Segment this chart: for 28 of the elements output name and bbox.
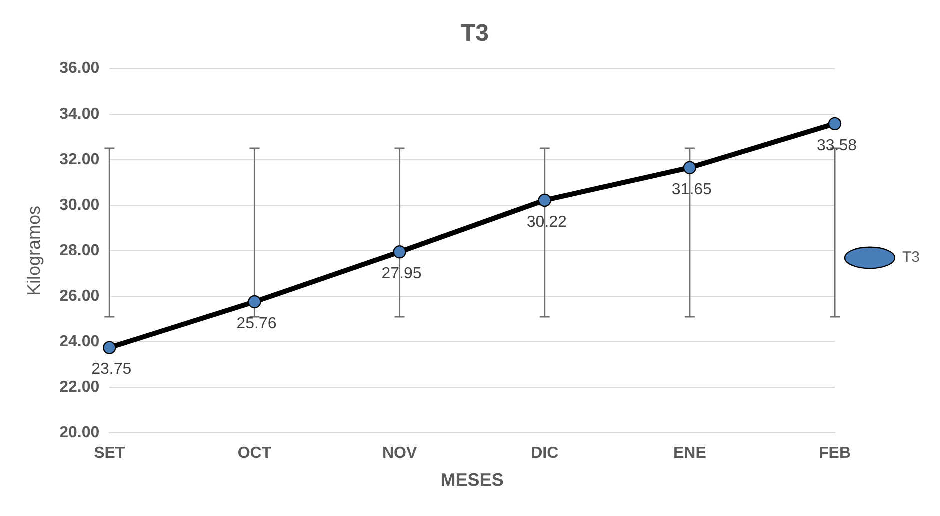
y-tick-label: 26.00	[60, 288, 100, 305]
y-tick-label: 28.00	[60, 242, 100, 260]
x-tick-label: NOV	[382, 445, 418, 462]
x-tick-label: DIC	[531, 445, 560, 462]
data-label: 25.76	[236, 315, 277, 332]
x-tick-label: SET	[94, 445, 126, 462]
y-tick-label: 24.00	[60, 334, 100, 351]
point	[248, 295, 262, 309]
y-axis-title: Kilogramos	[24, 206, 44, 296]
point	[393, 246, 406, 259]
y-tick-label: 32.00	[60, 151, 100, 168]
y-tick-label: 22.00	[60, 379, 100, 396]
point	[103, 341, 116, 354]
x-tick-label: FEB	[818, 445, 851, 462]
data-label: 23.75	[92, 361, 132, 378]
x-tick-label: OCT	[238, 445, 272, 462]
legend-label: T3	[902, 249, 920, 266]
x-tick-label: ENE	[673, 445, 707, 462]
y-tick-label: 20.00	[60, 424, 100, 442]
point	[683, 161, 697, 174]
y-tick-label: 30.00	[60, 196, 100, 214]
y-tick-label: 34.00	[60, 106, 100, 123]
point	[538, 194, 552, 208]
y-tick-label: 36.00	[60, 60, 100, 78]
point	[828, 117, 842, 131]
x-axis-title: MESES	[440, 470, 504, 490]
data-label: 33.58	[816, 137, 858, 154]
chart-title: T3	[460, 20, 490, 48]
